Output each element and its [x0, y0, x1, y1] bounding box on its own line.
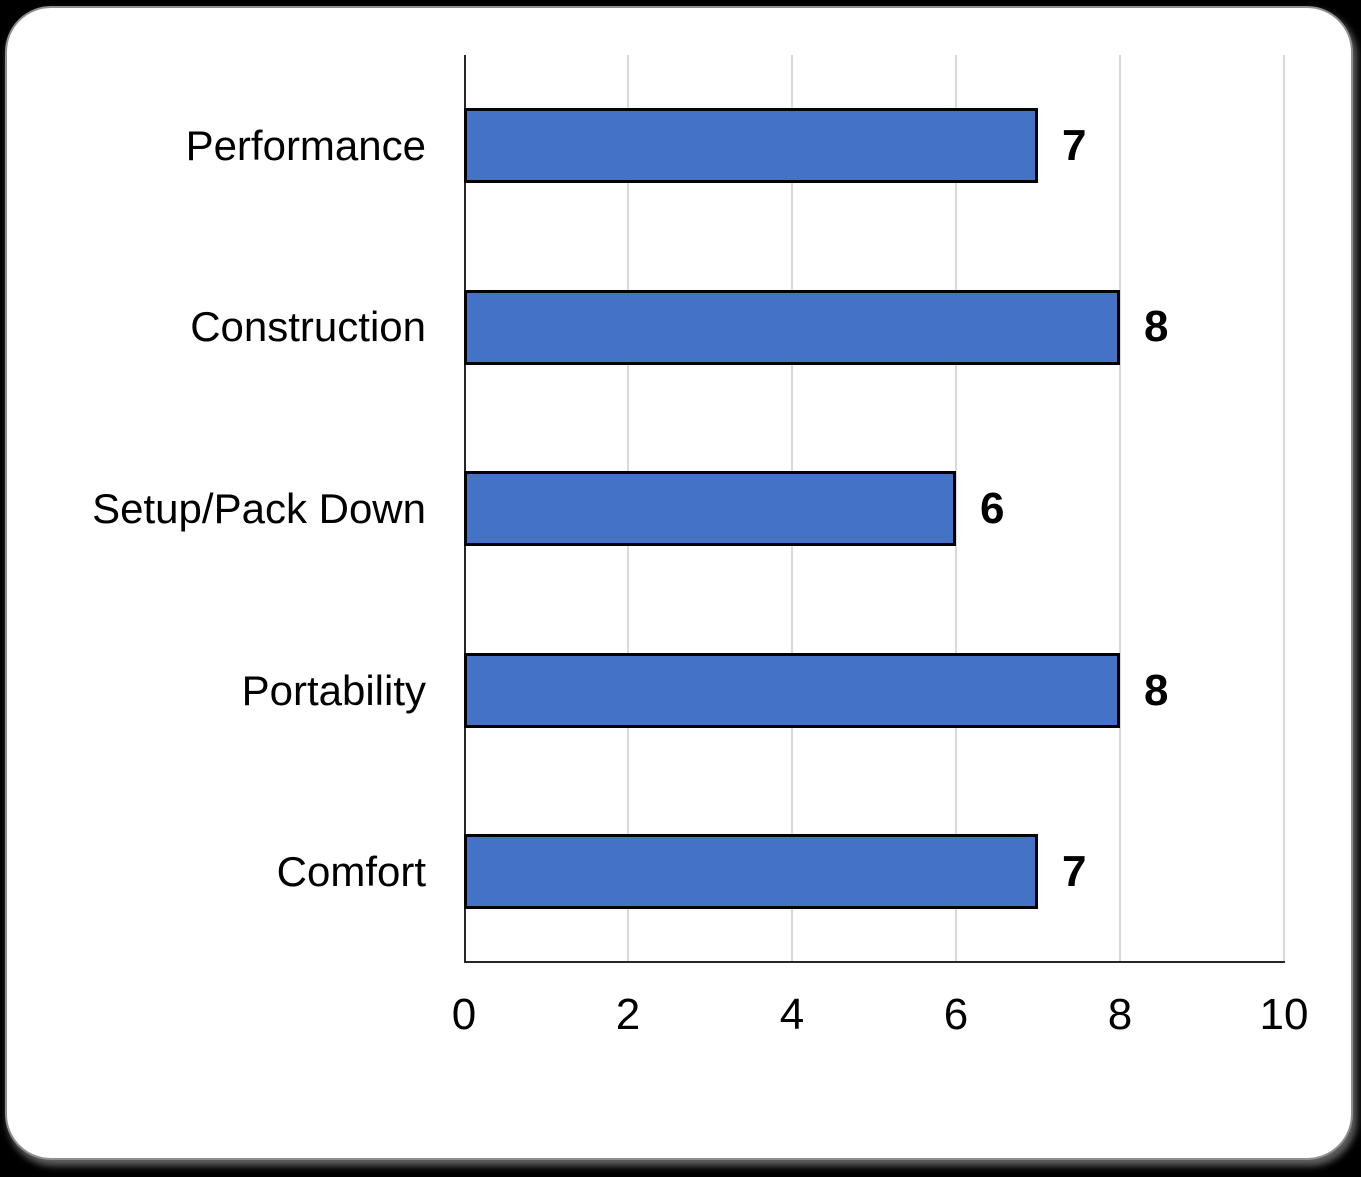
- bar: [464, 652, 1120, 728]
- value-label: 7: [1062, 120, 1087, 170]
- category-label: Comfort: [276, 848, 426, 896]
- value-label: 8: [1144, 302, 1169, 352]
- bar-row: Performance 7: [186, 55, 1284, 237]
- value-label: 8: [1144, 665, 1169, 715]
- chart-card: [5, 6, 1353, 1160]
- gridline: [1119, 55, 1121, 963]
- x-tick-label: 2: [615, 990, 641, 1039]
- bar-row: Comfort 7: [277, 781, 1284, 963]
- x-tick-label: 6: [943, 990, 969, 1039]
- category-label: Portability: [241, 666, 426, 714]
- category-label: Performance: [185, 121, 426, 169]
- gridline: [1283, 55, 1285, 963]
- bar: [464, 289, 1120, 365]
- bar: [464, 834, 1038, 910]
- bar-row: Setup/Pack Down 6: [92, 418, 1284, 600]
- x-tick-label: 8: [1107, 990, 1133, 1039]
- value-label: 7: [1062, 847, 1087, 897]
- x-tick-label: 4: [779, 990, 805, 1039]
- plot-area: Performance 7 Construction 8 Setup/Pack …: [92, 55, 1308, 1039]
- x-tick-label: 10: [1259, 990, 1309, 1039]
- bar: [464, 108, 1038, 183]
- x-tick-label: 0: [451, 990, 477, 1039]
- value-label: 6: [980, 483, 1005, 533]
- bar: [464, 471, 956, 547]
- category-label: Construction: [190, 303, 426, 351]
- bar-row: Portability 8: [242, 600, 1284, 782]
- x-axis-line: [464, 961, 1285, 963]
- category-label: Setup/Pack Down: [92, 484, 426, 532]
- gridline: [955, 55, 957, 963]
- bar-row: Construction 8: [190, 237, 1284, 419]
